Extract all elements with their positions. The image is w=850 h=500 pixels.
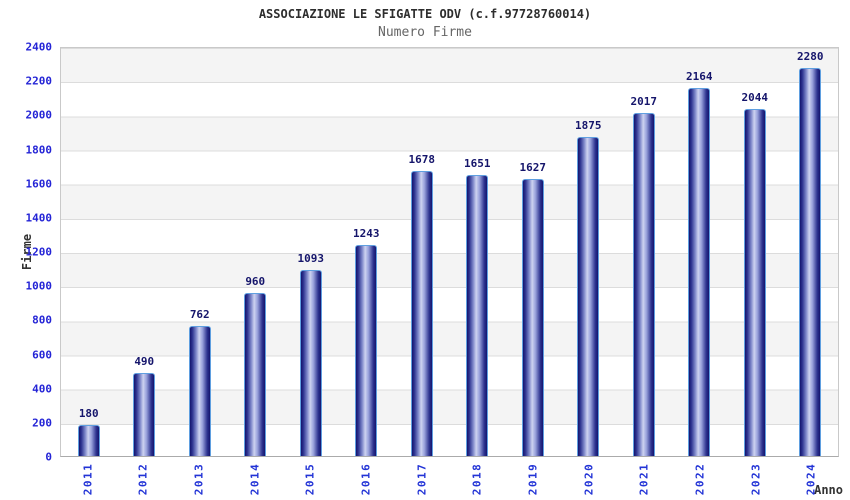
y-tick-label: 600 [32,348,52,361]
bar [355,244,378,456]
bar-value-label: 1651 [464,157,491,171]
x-tick-label: 2023 [749,462,763,496]
y-tick-label: 1000 [25,279,53,293]
bar [632,113,655,456]
x-tick-label: 2011 [81,462,95,496]
x-tick-label: 2013 [192,462,206,496]
x-tick-label: 2016 [359,462,373,496]
y-tick-label: 1800 [25,143,53,156]
x-axis-ticks: 2011 2012 2013 2014 2015 2016 2017 2018 2019 2020… [60,457,839,500]
bar-value-label: 2044 [741,90,769,104]
bar-value-label: 2164 [686,70,713,84]
bar-value-label: 1678 [408,152,436,166]
x-tick-label: 2015 [303,462,317,496]
x-tick-label: 2021 [637,462,651,496]
bar [77,425,100,456]
bar-value-label: 2017 [630,95,658,109]
bar [299,270,322,456]
bar [133,372,156,456]
y-tick-label: 0 [45,450,52,464]
bar [188,326,211,456]
x-tick-label: 2022 [693,462,707,496]
y-tick-label: 2400 [25,40,53,54]
chart-title: ASSOCIAZIONE LE SFIGATTE ODV (c.f.977287… [258,7,592,21]
x-axis-title: Anno [814,483,843,497]
y-tick-label: 1600 [25,177,53,191]
y-tick-label: 2200 [25,74,53,88]
x-tick-label: 2020 [582,462,596,496]
bar [577,137,600,456]
x-tick-label: 2018 [470,462,484,496]
y-tick-label: 1200 [25,245,53,259]
bar-value-label: 1627 [519,161,547,175]
bar-value-label: 2280 [797,50,824,64]
bar [244,292,267,456]
y-axis-ticks: 0 200 400 600 800 1000 1200 1400 1600 1800 2000 220… [0,41,53,464]
y-tick-label: 2000 [25,108,53,122]
plot-area: 180 490 762 960 1093 1243 1678 1651 1627 1875 2017… [60,47,839,457]
bar [521,179,544,456]
y-tick-label: 800 [32,313,52,327]
x-tick-label: 2014 [248,462,262,496]
x-tick-label: 2019 [526,462,540,496]
bar-value-label: 180 [78,407,99,421]
y-tick-label: 1400 [25,211,53,225]
bar-value-label: 1093 [297,252,325,266]
x-tick-label: 2017 [415,462,429,496]
bar-value-label: 762 [189,308,210,322]
bar [799,68,822,456]
bar [688,88,711,456]
bar [410,170,433,456]
bar-value-label: 960 [245,274,266,288]
bar-value-label: 490 [134,354,155,368]
bar [743,108,766,456]
y-tick-label: 400 [32,382,52,396]
x-tick-label: 2012 [136,462,150,496]
bar [466,175,489,456]
chart-subtitle: Numero Firme [378,25,472,40]
bar-value-label: 1243 [353,226,380,240]
bar-value-label: 1875 [574,119,602,133]
y-tick-label: 200 [32,416,52,430]
